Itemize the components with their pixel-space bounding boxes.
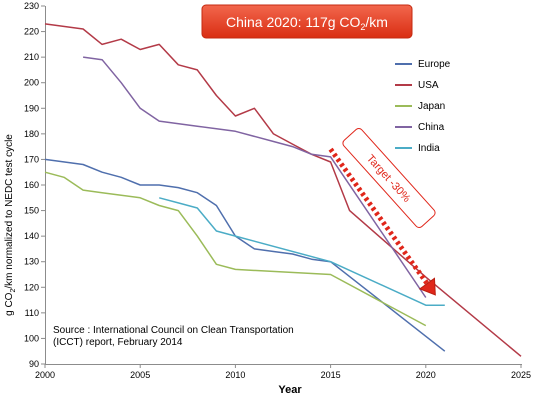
target-arrow-head [418, 277, 436, 296]
y-tick-label: 140 [24, 231, 39, 241]
y-tick-label: 230 [24, 1, 39, 11]
y-tick-label: 210 [24, 52, 39, 62]
source-line-2: (ICCT) report, February 2014 [53, 337, 183, 348]
x-tick-label: 2005 [130, 370, 150, 380]
x-tick-label: 2010 [225, 370, 245, 380]
series-layer [44, 23, 522, 357]
y-axis-label: g CO2/km normalized to NEDC test cycle [4, 134, 17, 316]
y-tick-label: 220 [24, 27, 39, 37]
y-tick-label: 130 [24, 257, 39, 267]
series-line-usa [44, 23, 522, 357]
y-axis-ticks: 90 100 110 120 130 140 150 160 170 180 190 200 210 22… [24, 1, 45, 369]
y-tick-label: 100 [24, 333, 39, 343]
legend-label: Japan [418, 101, 445, 112]
legend: Europe USA Japan China India [395, 59, 451, 154]
y-tick-label: 90 [29, 359, 39, 369]
series-line-japan [44, 171, 427, 327]
y-axis-label-b: /km normalized to NEDC test cycle [4, 134, 15, 289]
y-tick-label: 160 [24, 180, 39, 190]
legend-label: Europe [418, 59, 451, 70]
y-tick-label: 150 [24, 206, 39, 216]
series-line-europe [44, 158, 446, 352]
series-line-china [82, 56, 427, 298]
x-tick-label: 2000 [35, 370, 55, 380]
y-axis-label-a: g CO [4, 292, 15, 316]
title-banner: China 2020: 117g CO2/km [201, 4, 413, 39]
y-tick-label: 200 [24, 78, 39, 88]
y-tick-label: 120 [24, 282, 39, 292]
x-tick-label: 2020 [416, 370, 436, 380]
legend-label: USA [418, 80, 439, 91]
y-tick-label: 170 [24, 154, 39, 164]
legend-label: China [418, 122, 445, 133]
y-tick-label: 180 [24, 129, 39, 139]
x-axis-label: Year [278, 384, 302, 396]
y-axis-label-subscript: 2 [10, 289, 17, 293]
chart-title-prefix: China 2020: 117g CO [226, 14, 360, 30]
x-axis-ticks: 2000 2005 2010 2015 2020 2025 [35, 364, 531, 380]
legend-label: India [418, 143, 440, 154]
chart-title-suffix: /km [365, 14, 388, 30]
y-tick-label: 110 [25, 308, 39, 318]
chart-title-subscript: 2 [360, 22, 365, 32]
chart-title: China 2020: 117g CO2/km [226, 14, 388, 32]
x-tick-label: 2025 [511, 370, 531, 380]
series-line-india [159, 197, 445, 306]
y-tick-label: 190 [24, 103, 39, 113]
source-line-1: Source : International Council on Clean … [53, 325, 294, 336]
x-tick-label: 2015 [321, 370, 341, 380]
